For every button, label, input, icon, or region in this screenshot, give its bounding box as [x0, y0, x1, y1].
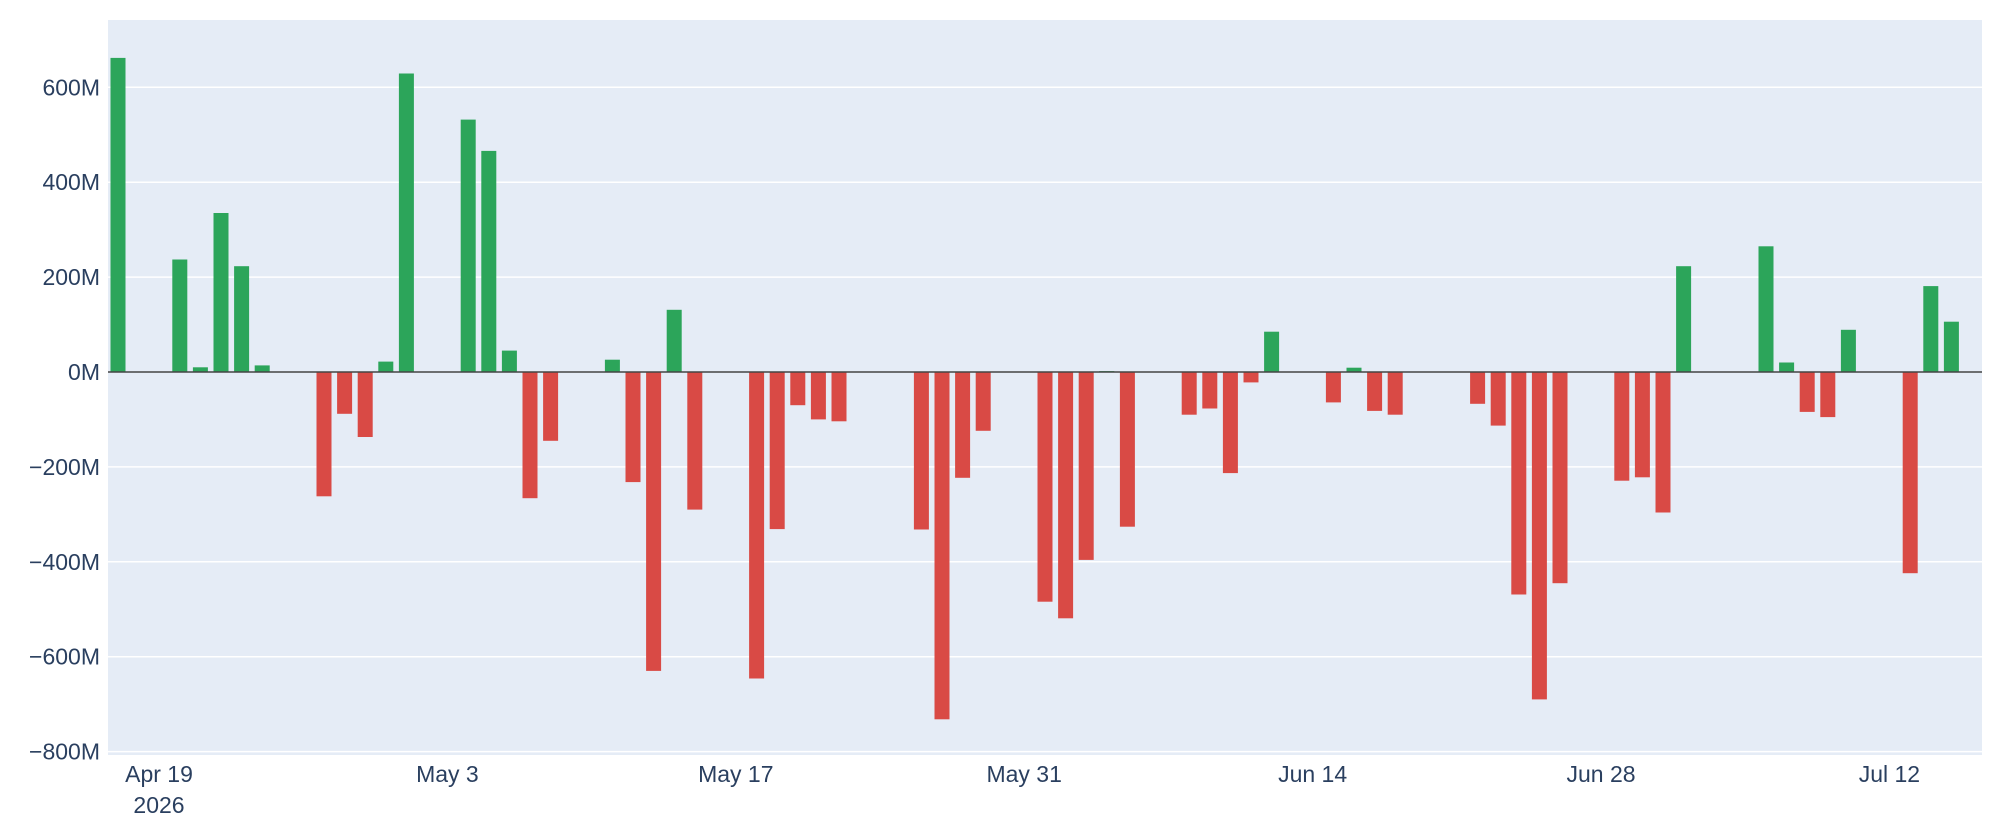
bar: [1758, 246, 1774, 372]
y-tick-label: −800M: [29, 739, 100, 765]
bars: [110, 57, 1959, 720]
bar: [234, 266, 250, 372]
bar: [543, 372, 559, 441]
bar: [1181, 372, 1197, 415]
bar: [955, 372, 971, 478]
x-tick-year-label: 2026: [133, 792, 184, 818]
bar: [1490, 372, 1506, 426]
bar: [1552, 372, 1568, 584]
x-tick-label: Jun 14: [1278, 761, 1347, 787]
bar: [1264, 331, 1280, 372]
x-tick-label: May 31: [986, 761, 1061, 787]
y-tick-label: −200M: [29, 454, 100, 480]
y-tick-label: 400M: [42, 169, 100, 195]
bar: [522, 372, 538, 499]
bar: [1387, 372, 1403, 415]
bar: [378, 361, 394, 372]
bar: [398, 73, 414, 372]
bar: [1676, 266, 1692, 372]
bar: [625, 372, 641, 483]
y-tick-label: −400M: [29, 549, 100, 575]
bar: [1119, 372, 1135, 527]
y-tick-label: 200M: [42, 264, 100, 290]
bar: [1078, 372, 1094, 560]
bar: [1614, 372, 1630, 481]
bar: [1325, 372, 1341, 403]
bar: [1531, 372, 1547, 700]
bar: [1779, 362, 1795, 372]
y-axis-ticks: 600M 400M 200M 0M −200M −400M −600M −800M: [29, 74, 100, 764]
bar: [1470, 372, 1486, 404]
bar: [316, 372, 332, 497]
bar: [1820, 372, 1836, 418]
bar: [172, 259, 188, 372]
x-tick-label: Jun 28: [1566, 761, 1635, 787]
bar: [1634, 372, 1650, 478]
bar: [1037, 372, 1053, 602]
y-tick-label: 0M: [68, 359, 100, 385]
bar: [110, 57, 126, 373]
bar: [481, 150, 497, 372]
bar: [790, 372, 806, 406]
bar: [934, 372, 950, 720]
bar: [501, 350, 517, 372]
bar: [687, 372, 703, 510]
bar: [192, 367, 208, 372]
bar: [1655, 372, 1671, 513]
bar: [337, 372, 353, 414]
bar: [1840, 329, 1856, 372]
bar: [1511, 372, 1527, 595]
x-tick-label: May 3: [416, 761, 479, 787]
grid-lines: [108, 86, 1982, 753]
y-tick-label: 600M: [42, 74, 100, 100]
x-axis-ticks: Apr 19 2026 May 3 May 17 May 31 Jun 14 Jun 28 J…: [125, 761, 1920, 818]
bar: [810, 372, 826, 420]
bar: [1222, 372, 1238, 474]
bar: [975, 372, 991, 431]
bar: [1902, 372, 1918, 574]
bar: [1367, 372, 1383, 411]
bar: [769, 372, 785, 530]
bar: [1058, 372, 1074, 619]
bar: [749, 372, 765, 679]
bar: [604, 359, 620, 372]
bar: [913, 372, 929, 530]
bar: [357, 372, 373, 437]
bar: [831, 372, 847, 422]
x-tick-label: Apr 19: [125, 761, 193, 787]
x-tick-label: Jul 12: [1859, 761, 1920, 787]
bar: [254, 365, 270, 372]
bar: [1202, 372, 1218, 409]
bar: [213, 213, 229, 372]
y-tick-label: −600M: [29, 644, 100, 670]
bar: [1943, 321, 1959, 372]
bar: [1346, 367, 1362, 372]
x-tick-label: May 17: [698, 761, 773, 787]
bar: [1923, 286, 1939, 372]
bar: [460, 119, 476, 372]
bar: [646, 372, 662, 671]
bar: [666, 309, 682, 372]
bar: [1799, 372, 1815, 412]
bar: [1243, 372, 1259, 383]
